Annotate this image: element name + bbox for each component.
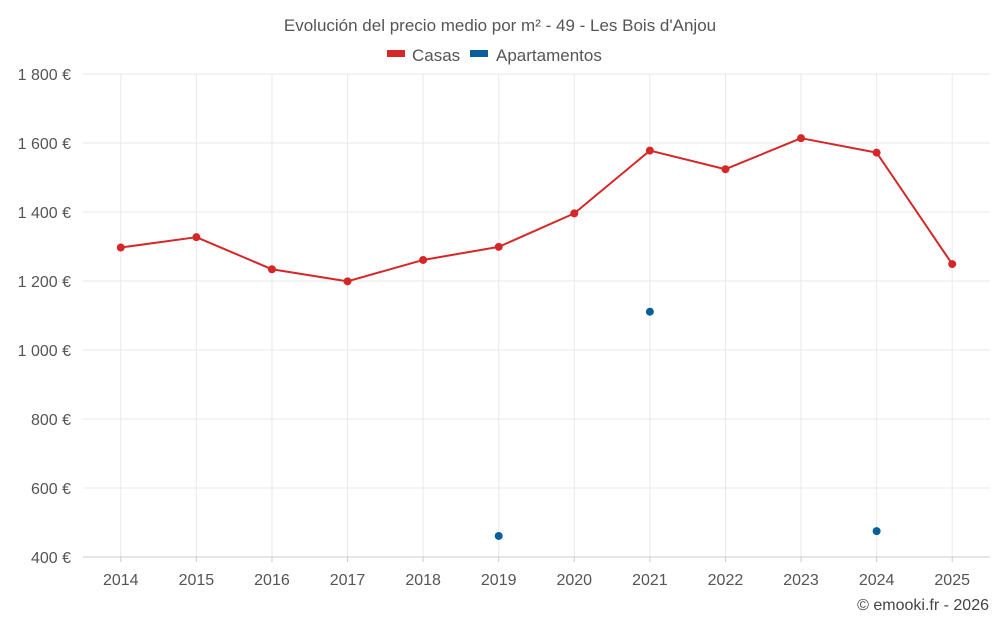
y-tick-label: 1 400 € [18, 205, 71, 222]
data-point-casas[interactable] [872, 148, 881, 157]
y-tick-label: 800 € [31, 412, 71, 429]
x-axis-ticks: 2014 2015 2016 2017 2018 2019 2020 2021 2022 2023… [103, 572, 970, 589]
y-axis-ticks: 400 € 600 € 800 € 1 000 € 1 200 € 1 400 € 1 60… [18, 67, 71, 567]
legend-swatch-casas [387, 50, 405, 57]
x-tick-label: 2018 [405, 572, 441, 589]
x-tick-label: 2015 [179, 572, 215, 589]
x-tick-label: 2020 [556, 572, 592, 589]
x-tick-label: 2021 [632, 572, 668, 589]
x-tick-label: 2014 [103, 572, 139, 589]
y-tick-label: 1 600 € [18, 136, 71, 153]
x-tick-label: 2023 [783, 572, 819, 589]
data-point-casas[interactable] [721, 165, 730, 174]
series [116, 134, 957, 540]
series-line-casas [120, 137, 954, 283]
data-point-apartamentos[interactable] [494, 531, 503, 540]
data-point-casas[interactable] [419, 255, 428, 264]
chart-title: Evolución del precio medio por m² - 49 -… [284, 16, 716, 35]
grid [83, 73, 990, 557]
legend-item-apartamentos[interactable]: Apartamentos [470, 46, 602, 65]
legend-swatch-apartamentos [470, 50, 488, 57]
x-tick-label: 2024 [859, 572, 895, 589]
data-point-casas[interactable] [645, 146, 654, 155]
x-tick-label: 2019 [481, 572, 517, 589]
data-point-casas[interactable] [494, 242, 503, 251]
y-tick-label: 1 000 € [18, 343, 71, 360]
data-point-apartamentos[interactable] [645, 307, 654, 316]
legend: Casas Apartamentos [387, 46, 602, 65]
legend-item-casas[interactable]: Casas [387, 46, 460, 65]
data-point-casas[interactable] [570, 209, 579, 218]
x-tick-label: 2017 [330, 572, 366, 589]
y-tick-label: 400 € [31, 550, 71, 567]
y-tick-label: 600 € [31, 481, 71, 498]
data-point-casas[interactable] [797, 134, 806, 143]
credit-text: © emooki.fr - 2026 [857, 597, 989, 614]
axes [83, 556, 990, 562]
series-casas [116, 134, 957, 286]
x-tick-label: 2022 [708, 572, 744, 589]
y-tick-label: 1 800 € [18, 67, 71, 84]
data-point-casas[interactable] [116, 243, 125, 252]
data-point-casas[interactable] [948, 260, 957, 269]
data-point-casas[interactable] [267, 265, 276, 274]
x-tick-label: 2025 [934, 572, 970, 589]
data-point-casas[interactable] [192, 233, 201, 242]
series-apartamentos [494, 307, 881, 540]
legend-label-apartamentos: Apartamentos [496, 46, 602, 65]
y-tick-label: 1 200 € [18, 274, 71, 291]
x-tick-label: 2016 [254, 572, 290, 589]
data-point-casas[interactable] [343, 277, 352, 286]
data-point-apartamentos[interactable] [872, 527, 881, 536]
legend-label-casas: Casas [412, 46, 460, 65]
